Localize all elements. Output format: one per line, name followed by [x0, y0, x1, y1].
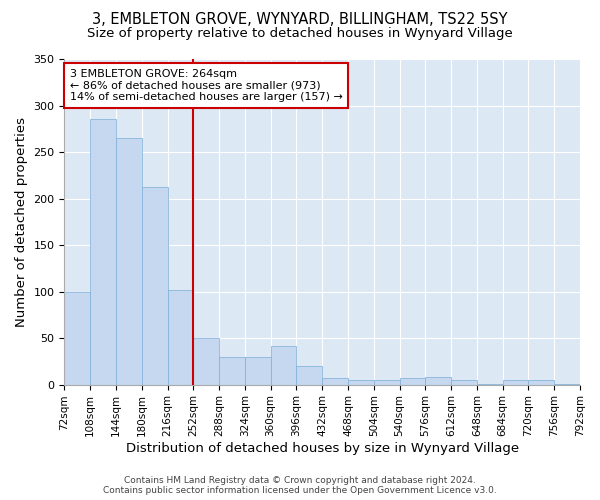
Text: 3, EMBLETON GROVE, WYNYARD, BILLINGHAM, TS22 5SY: 3, EMBLETON GROVE, WYNYARD, BILLINGHAM, …	[92, 12, 508, 28]
Bar	[529, 380, 554, 384]
Bar	[374, 380, 400, 384]
Bar	[322, 378, 348, 384]
Bar	[271, 346, 296, 385]
Bar	[167, 290, 193, 384]
Bar	[580, 381, 600, 384]
X-axis label: Distribution of detached houses by size in Wynyard Village: Distribution of detached houses by size …	[125, 442, 519, 455]
Y-axis label: Number of detached properties: Number of detached properties	[15, 117, 28, 327]
Text: Contains HM Land Registry data © Crown copyright and database right 2024.
Contai: Contains HM Land Registry data © Crown c…	[103, 476, 497, 495]
Bar	[245, 356, 271, 384]
Bar	[116, 138, 142, 384]
Bar	[400, 378, 425, 384]
Bar	[193, 338, 219, 384]
Text: 3 EMBLETON GROVE: 264sqm
← 86% of detached houses are smaller (973)
14% of semi-: 3 EMBLETON GROVE: 264sqm ← 86% of detach…	[70, 69, 343, 102]
Text: Size of property relative to detached houses in Wynyard Village: Size of property relative to detached ho…	[87, 28, 513, 40]
Bar	[64, 292, 90, 384]
Bar	[90, 118, 116, 384]
Bar	[503, 380, 529, 384]
Bar	[219, 356, 245, 384]
Bar	[142, 188, 167, 384]
Bar	[425, 377, 451, 384]
Bar	[296, 366, 322, 384]
Bar	[348, 380, 374, 384]
Bar	[451, 380, 477, 384]
